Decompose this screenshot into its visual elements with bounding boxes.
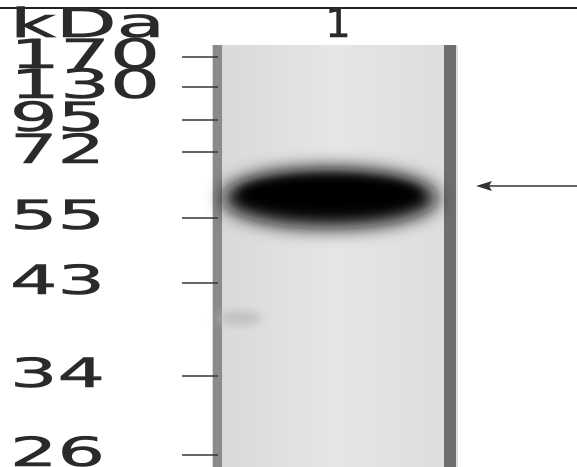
gel-left-edge: [213, 45, 222, 467]
marker-label: 26: [10, 430, 105, 467]
gel-background: [212, 45, 458, 467]
marker-label: 72: [10, 127, 105, 173]
marker-label: 34: [10, 351, 105, 397]
marker-label: 43: [10, 258, 105, 304]
band-arrow: [476, 181, 577, 191]
unit-label: kDa: [10, 1, 165, 47]
faint-band: [218, 312, 262, 324]
gel-right-edge: [444, 45, 456, 467]
marker-label: 130: [10, 62, 160, 108]
marker-label: 55: [10, 193, 105, 239]
protein-band-core: [240, 176, 420, 212]
marker-label: 170: [10, 32, 160, 78]
marker-label: 95: [10, 95, 105, 141]
lane-label: 1: [325, 1, 350, 47]
gel: [212, 45, 458, 467]
